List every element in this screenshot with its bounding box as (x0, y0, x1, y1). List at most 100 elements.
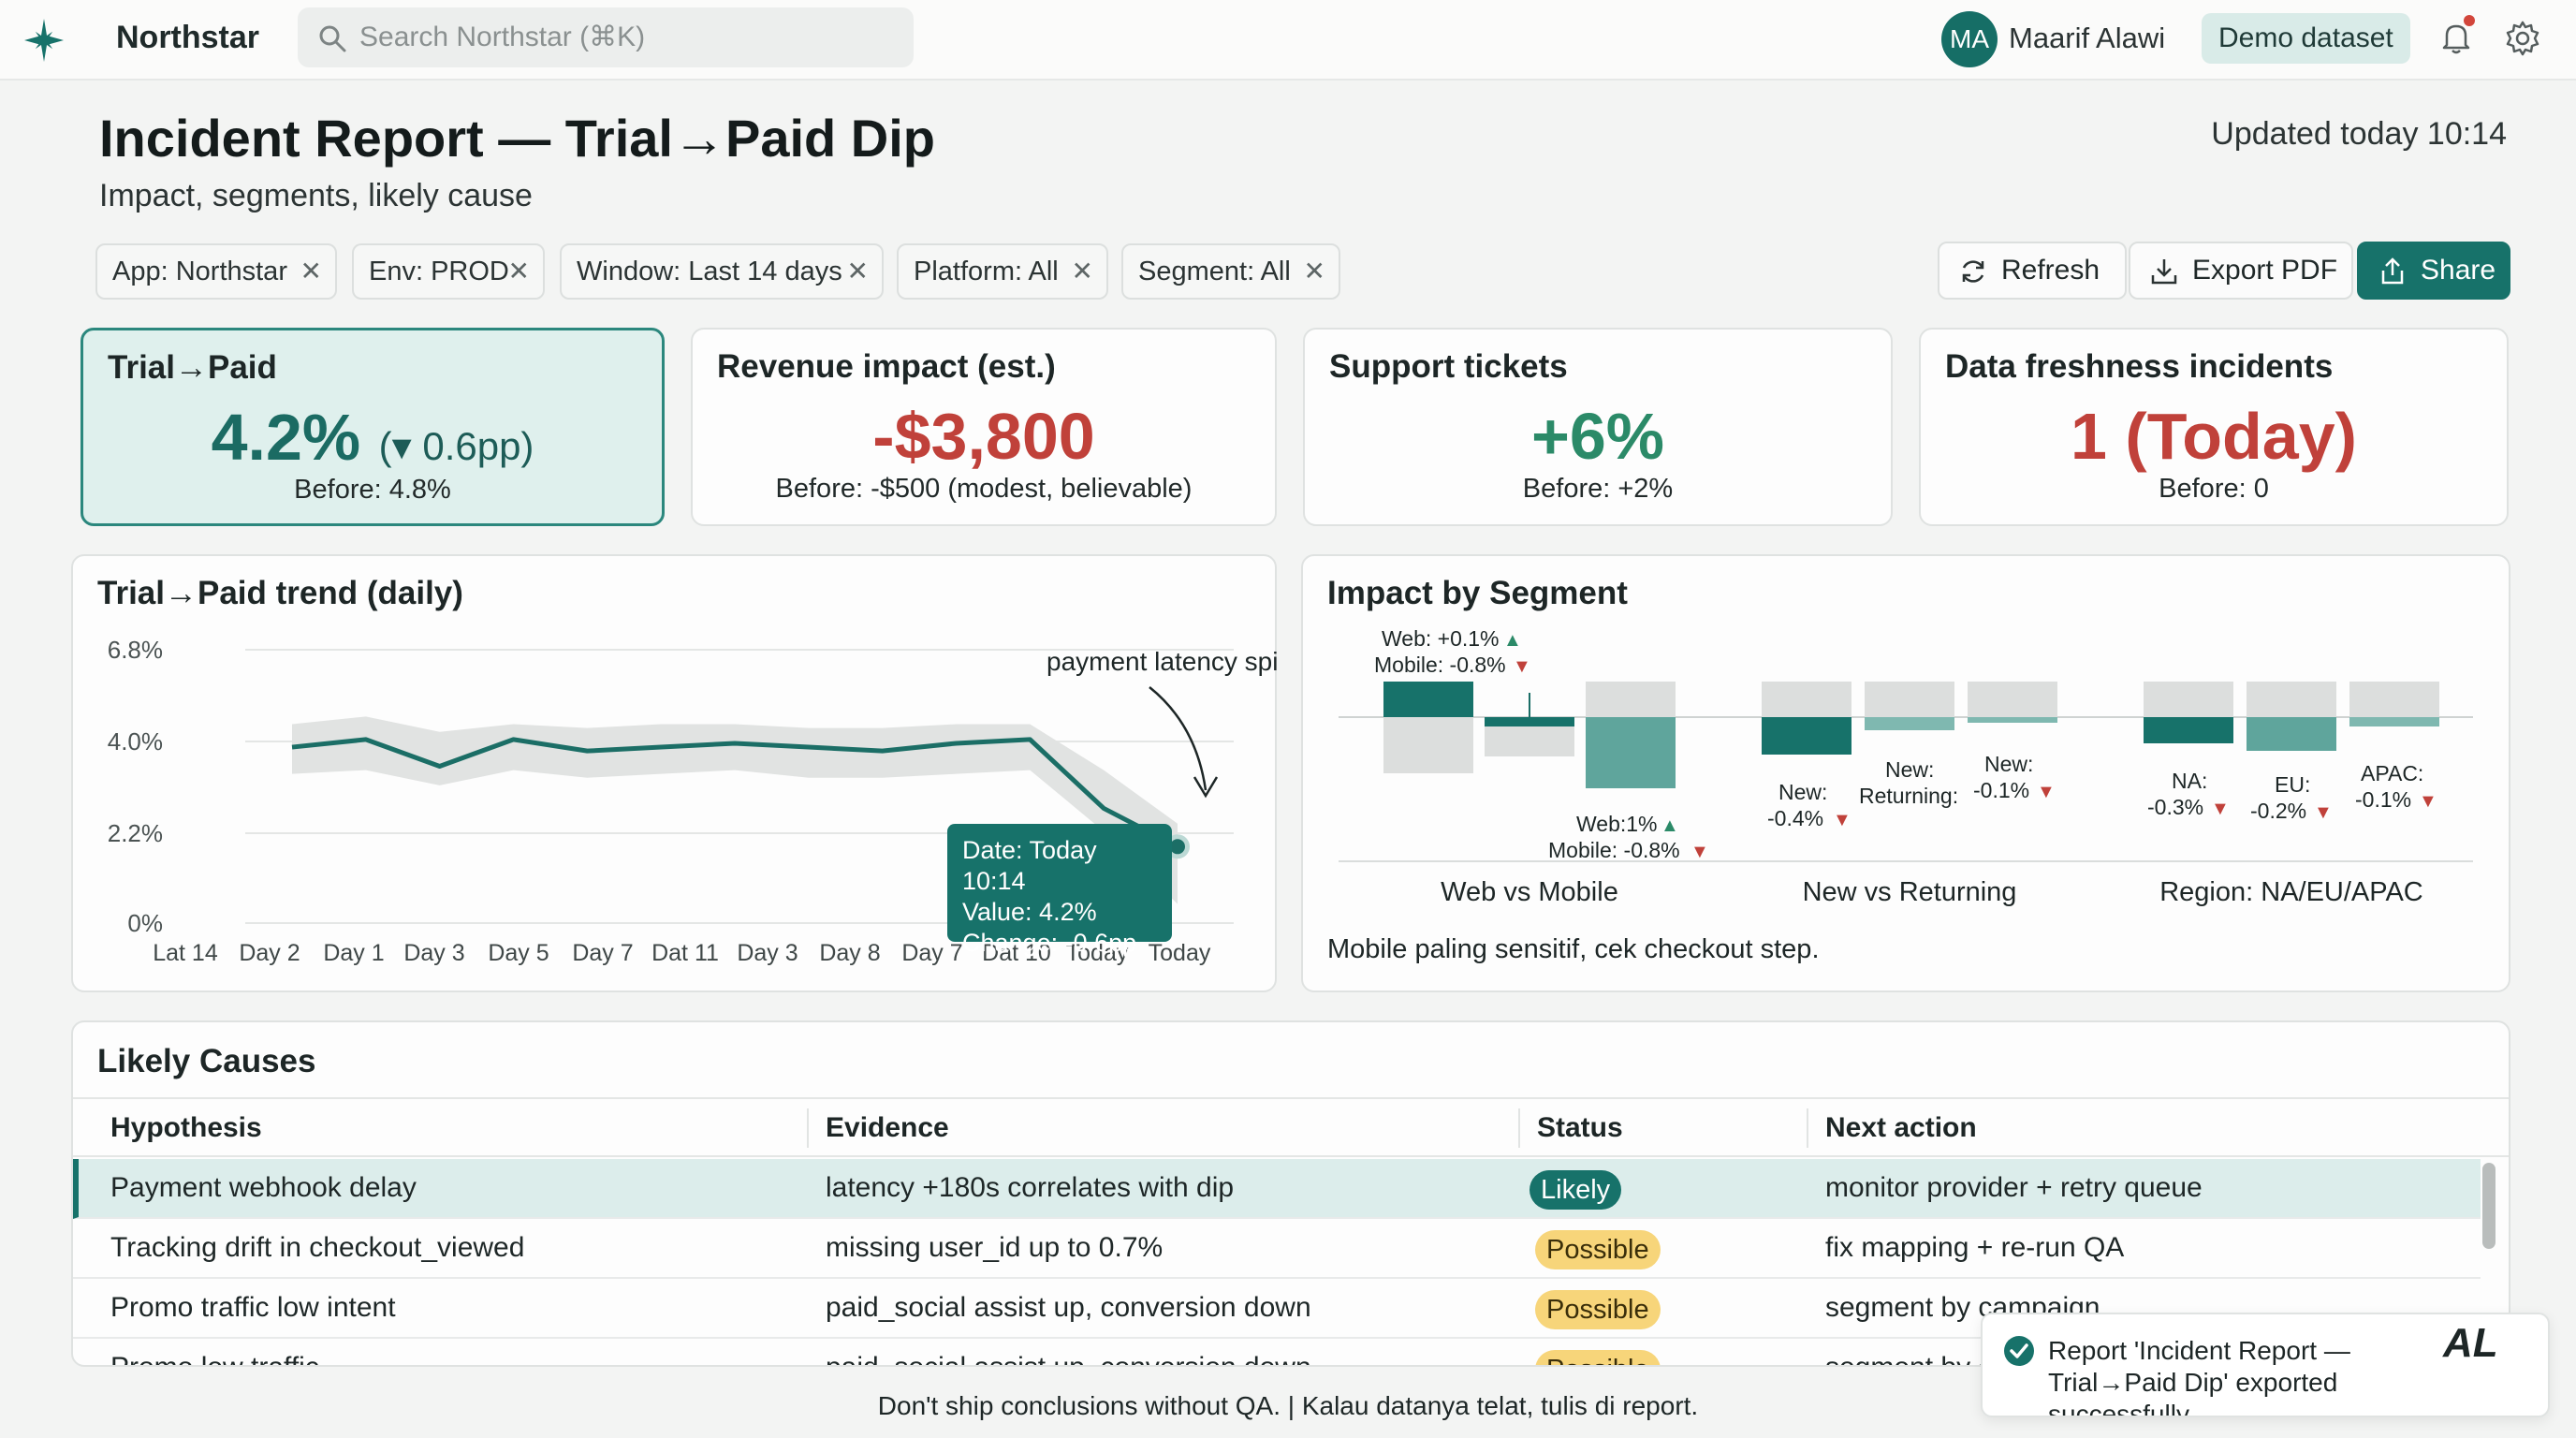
y-tick-label: 2.2% (108, 819, 163, 847)
kpi-before: Before: 4.8% (294, 475, 451, 505)
segment-bar[interactable] (1485, 717, 1574, 726)
segment-label: Mobile: -0.8% (1548, 838, 1680, 862)
down-arrow-icon: ▼ (2419, 791, 2437, 812)
down-arrow-icon: ▼ (2314, 802, 2333, 823)
table-row[interactable]: Payment webhook delay latency +180s corr… (73, 1159, 2481, 1219)
segment-bar-bg (1586, 682, 1676, 717)
kpi-title: Data freshness incidents (1945, 348, 2334, 385)
column-header-next-action[interactable]: Next action (1825, 1112, 1977, 1143)
segment-label: -0.1% (1973, 778, 2029, 802)
confidence-band (292, 716, 1178, 904)
x-tick-label: Lat 14 (153, 940, 218, 966)
export-pdf-button[interactable]: Export PDF (2129, 242, 2353, 300)
user-name[interactable]: Maarif Alawi (2009, 22, 2166, 54)
northstar-logo-icon[interactable] (21, 17, 67, 64)
search-input[interactable]: Search Northstar (⌘K) (298, 7, 914, 67)
up-arrow-icon: ▲ (1661, 815, 1679, 836)
filter-chip-label: Segment: All (1138, 257, 1291, 286)
filter-chip-label: Window: Last 14 days (577, 257, 842, 286)
close-icon[interactable]: ✕ (1303, 257, 1325, 286)
search-icon (319, 25, 346, 52)
table-scrollbar[interactable] (2482, 1163, 2496, 1249)
segment-bar[interactable] (1968, 717, 2057, 723)
column-divider (807, 1108, 809, 1148)
close-icon[interactable]: ✕ (846, 257, 869, 286)
filter-chip-window[interactable]: Window: Last 14 days ✕ (560, 243, 884, 300)
annotation-arrowhead (1193, 776, 1219, 799)
toast-message: Report 'Incident Report — Trial→Paid Dip… (2048, 1336, 2350, 1417)
trend-line[interactable] (291, 737, 1179, 849)
segment-bar[interactable] (2349, 717, 2439, 726)
down-arrow-icon: ▼ (2037, 782, 2056, 802)
segment-bar-bg (1762, 682, 1852, 717)
share-icon (2381, 257, 2404, 285)
filter-chip-label: Env: PROD (369, 257, 509, 286)
annotation-label: payment latency spike (1046, 647, 1279, 676)
kpi-card-support[interactable]: Support tickets +6% Before: +2% (1303, 328, 1893, 526)
filter-chip-app[interactable]: App: Northstar ✕ (95, 243, 337, 300)
refresh-button[interactable]: Refresh (1938, 242, 2127, 300)
kpi-value: 1 (Today) (2071, 400, 2357, 473)
segment-bar[interactable] (1586, 717, 1676, 788)
segment-bar[interactable] (1865, 717, 1954, 730)
trend-title: Trial→Paid trend (daily) (97, 575, 463, 611)
filter-chip-platform[interactable]: Platform: All ✕ (897, 243, 1108, 300)
check-circle-icon (2004, 1336, 2034, 1366)
segment-bar[interactable] (1762, 717, 1852, 755)
kpi-card-revenue[interactable]: Revenue impact (est.) -$3,800 Before: -$… (691, 328, 1277, 526)
dataset-badge[interactable]: Demo dataset (2202, 13, 2410, 64)
segment-panel: Impact by Segment Web: +0.1% ▲ Mobile: -… (1301, 554, 2510, 992)
segment-label: EU: (2275, 772, 2310, 797)
kpi-card-freshness[interactable]: Data freshness incidents 1 (Today) Befor… (1919, 328, 2509, 526)
filter-chip-label: App: Northstar (112, 257, 287, 286)
notification-bell-icon[interactable] (2437, 19, 2475, 56)
segment-label: Web: +0.1% (1382, 626, 1500, 651)
kpi-delta: (▾ 0.6pp) (378, 424, 534, 468)
x-tick-label: Day 5 (488, 940, 549, 966)
segment-note: Mobile paling sensitif, cek checkout ste… (1327, 934, 1820, 964)
page-title: Incident Report — Trial→Paid Dip (99, 109, 935, 168)
notification-dot (2464, 15, 2475, 26)
kpi-before: Before: 0 (2159, 474, 2269, 504)
close-icon[interactable]: ✕ (300, 257, 322, 286)
updated-timestamp: Updated today 10:14 (2211, 116, 2507, 152)
cell-next-action: monitor provider + retry queue (1825, 1172, 2203, 1203)
segment-label: Mobile: -0.8% (1374, 653, 1506, 677)
segment-label: Web:1% (1576, 812, 1658, 836)
kpi-title: Support tickets (1329, 348, 1568, 385)
kpi-value: +6% (1530, 400, 1665, 473)
column-header-status[interactable]: Status (1537, 1112, 1623, 1143)
y-tick-label: 4.0% (108, 727, 163, 756)
kpi-card-trial-paid[interactable]: Trial→Paid 4.2% (▾ 0.6pp) Before: 4.8% (80, 328, 665, 526)
close-icon[interactable]: ✕ (1071, 257, 1093, 286)
export-toast[interactable]: Report 'Incident Report — Trial→Paid Dip… (1981, 1313, 2550, 1417)
close-icon[interactable]: ✕ (507, 257, 530, 286)
share-button[interactable]: Share (2357, 242, 2510, 300)
segment-bar[interactable] (2247, 717, 2336, 751)
group-label: Web vs Mobile (1441, 877, 1618, 907)
top-bar: Northstar Search Northstar (⌘K) MA Maari… (0, 0, 2576, 81)
cell-hypothesis: Promo traffic low intent (110, 1292, 396, 1323)
cell-hypothesis: Tracking drift in checkout_viewed (110, 1232, 525, 1263)
filter-chip-segment[interactable]: Segment: All ✕ (1121, 243, 1340, 300)
data-point[interactable] (1170, 839, 1185, 855)
segment-label: -0.3% (2147, 795, 2203, 819)
column-header-hypothesis[interactable]: Hypothesis (110, 1112, 262, 1143)
footer-note: Don't ship conclusions without QA. | Kal… (877, 1391, 1699, 1420)
down-arrow-icon: ▼ (1690, 842, 1709, 862)
table-row[interactable]: Tracking drift in checkout_viewed missin… (73, 1219, 2481, 1279)
segment-bar[interactable] (2144, 717, 2233, 743)
segment-label: -0.4% (1767, 806, 1823, 830)
settings-gear-icon[interactable] (2503, 19, 2542, 58)
avatar[interactable]: MA (1941, 11, 1998, 67)
trend-chart[interactable]: 6.8% 4.0% 2.2% 0% Lat 14 Day 2 Day 1 Day 3 Day … (73, 556, 1279, 994)
filter-chip-env[interactable]: Env: PROD ✕ (352, 243, 545, 300)
segment-label: NA: (2172, 769, 2207, 793)
app-name[interactable]: Northstar (116, 20, 260, 55)
segment-bar-bg (2349, 682, 2439, 717)
column-header-evidence[interactable]: Evidence (826, 1112, 949, 1143)
segment-bar[interactable] (1383, 682, 1473, 717)
segment-chart[interactable]: Web: +0.1% ▲ Mobile: -0.8% ▼ Web:1% ▲ Mo… (1303, 612, 2512, 968)
cell-evidence: latency +180s correlates with dip (826, 1172, 1235, 1203)
chart-tooltip: Date: Today 10:14 Value: 4.2% Change: -0… (947, 824, 1172, 957)
